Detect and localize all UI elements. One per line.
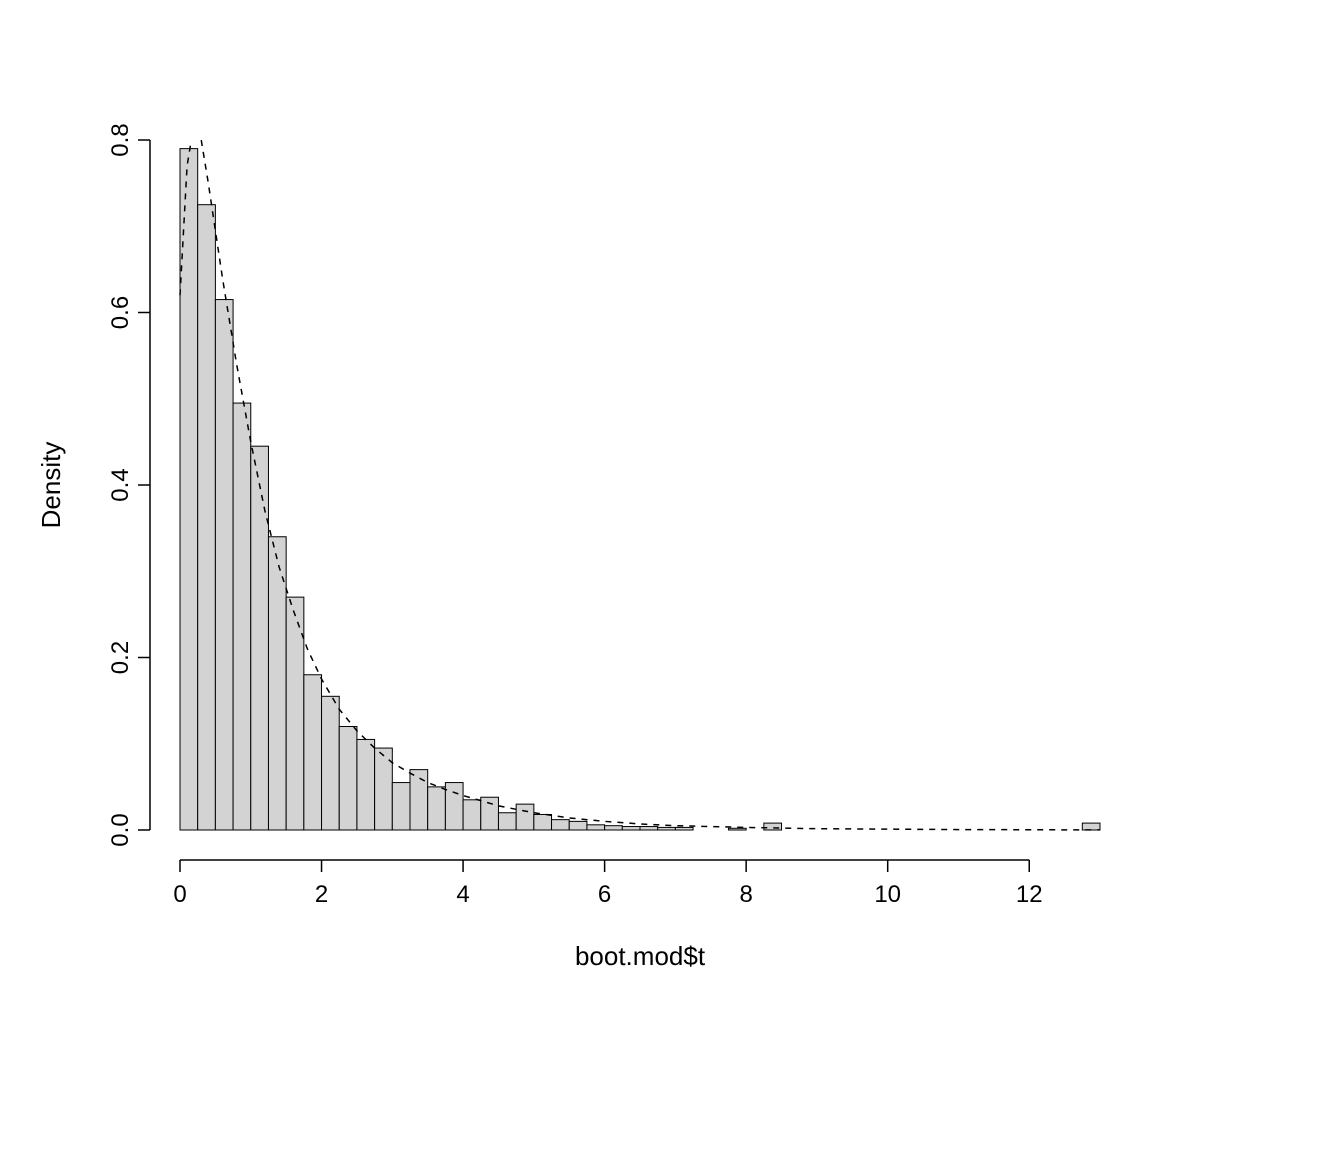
histogram-bar <box>233 403 251 830</box>
histogram-bar <box>357 739 375 830</box>
histogram-bar <box>1082 823 1100 830</box>
histogram-bar <box>728 828 746 830</box>
histogram-bar <box>428 787 446 830</box>
histogram-bar <box>322 696 340 830</box>
histogram-bar <box>392 783 410 830</box>
histogram-bar <box>640 827 658 830</box>
x-tick-label: 2 <box>315 881 328 908</box>
histogram-bar <box>552 820 570 830</box>
histogram-bar <box>587 825 605 830</box>
histogram-bar <box>481 797 499 830</box>
histogram-bar <box>605 826 623 830</box>
histogram-bar <box>304 675 322 830</box>
histogram-bar <box>339 727 357 831</box>
x-tick-label: 8 <box>739 881 752 908</box>
histogram-bar <box>675 827 693 830</box>
histogram-bar <box>516 804 534 830</box>
histogram-bar <box>180 149 198 830</box>
histogram-bar <box>286 597 304 830</box>
x-axis-label: boot.mod$t <box>575 941 706 971</box>
y-tick-label: 0.4 <box>107 468 134 501</box>
y-tick-label: 0.2 <box>107 641 134 674</box>
histogram-bar <box>658 827 676 830</box>
y-axis-label: Density <box>36 442 66 529</box>
histogram-bar <box>215 300 233 830</box>
histogram-bar <box>198 205 216 830</box>
histogram-bar <box>569 821 587 830</box>
x-tick-label: 0 <box>173 881 186 908</box>
y-tick-label: 0.0 <box>107 813 134 846</box>
y-tick-label: 0.6 <box>107 296 134 329</box>
x-tick-label: 12 <box>1016 881 1043 908</box>
x-tick-label: 4 <box>456 881 469 908</box>
histogram-bar <box>622 827 640 830</box>
histogram-plot: 0 2 4 6 8 10 12 boot.mod$t 0.0 0.2 0.4 0.6 0.8 Densit… <box>0 0 1344 1152</box>
histogram-bar <box>534 814 552 830</box>
x-tick-label: 6 <box>598 881 611 908</box>
histogram-bar <box>498 813 516 830</box>
histogram-bar <box>445 783 463 830</box>
histogram-bar <box>410 770 428 830</box>
y-tick-label: 0.8 <box>107 123 134 156</box>
histogram-bar <box>764 823 782 830</box>
histogram-bar <box>463 800 481 830</box>
x-tick-label: 10 <box>874 881 901 908</box>
histogram-bar <box>251 446 269 830</box>
